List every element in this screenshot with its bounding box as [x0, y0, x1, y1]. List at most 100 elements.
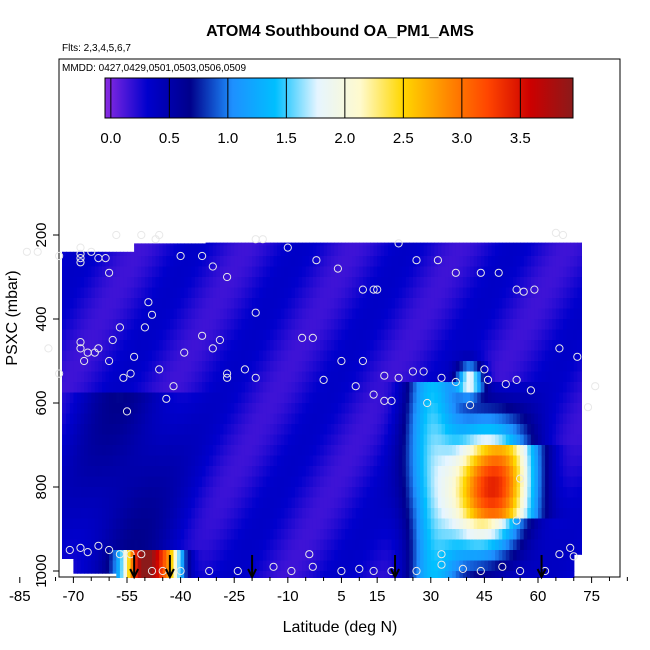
heatmap-cell	[545, 497, 550, 509]
heatmap-cell	[166, 508, 171, 520]
heatmap-cell	[420, 242, 425, 247]
heatmap-cell	[180, 277, 185, 289]
heatmap-cell	[119, 476, 125, 488]
heatmap-cell	[45, 540, 49, 551]
heatmap-cell	[166, 361, 171, 373]
heatmap-cell	[366, 497, 371, 509]
heatmap-cell	[212, 403, 217, 415]
heatmap-cell	[27, 277, 31, 288]
heatmap-cell	[94, 371, 99, 383]
heatmap-cell	[177, 529, 182, 541]
heatmap-cell	[355, 371, 360, 383]
heatmap-cell	[484, 571, 489, 578]
heatmap-cell	[212, 455, 217, 467]
heatmap-cell	[184, 424, 189, 436]
heatmap-cell	[255, 413, 260, 425]
heatmap-cell	[434, 350, 439, 362]
heatmap-cell	[152, 298, 157, 310]
heatmap-cell	[430, 277, 435, 289]
heatmap-cell	[277, 518, 282, 530]
heatmap-cell	[352, 371, 357, 383]
heatmap-cell	[530, 319, 536, 331]
heatmap-cell	[227, 445, 232, 457]
heatmap-cell	[491, 445, 496, 457]
heatmap-cell	[505, 287, 510, 299]
heatmap-cell	[430, 539, 435, 551]
heatmap-cell	[52, 330, 56, 341]
heatmap-cell	[320, 434, 325, 446]
heatmap-cell	[452, 392, 457, 404]
heatmap-cell	[284, 329, 289, 341]
heatmap-cell	[205, 529, 210, 541]
heatmap-cell	[255, 329, 260, 341]
heatmap-cell	[105, 392, 110, 404]
heatmap-cell	[227, 382, 232, 394]
heatmap-cell	[237, 550, 242, 562]
heatmap-cell	[459, 434, 464, 446]
heatmap-cell	[498, 329, 503, 341]
heatmap-cell	[155, 560, 160, 572]
heatmap-cell	[255, 529, 260, 541]
heatmap-cell	[312, 508, 317, 520]
heatmap-cell	[169, 434, 175, 446]
heatmap-cell	[355, 392, 360, 404]
heatmap-cell	[134, 392, 139, 404]
heatmap-cell	[341, 329, 346, 341]
heatmap-cell	[77, 476, 82, 488]
heatmap-cell	[20, 477, 24, 488]
heatmap-cell	[312, 539, 317, 551]
heatmap-cell	[241, 350, 246, 362]
heatmap-cell	[134, 298, 139, 310]
heatmap-cell	[416, 550, 421, 562]
heatmap-cell	[84, 424, 89, 436]
heatmap-cell	[66, 518, 71, 530]
heatmap-cell	[259, 560, 264, 572]
heatmap-cell	[480, 266, 485, 278]
heatmap-cell	[134, 287, 139, 299]
heatmap-cell	[498, 242, 503, 247]
heatmap-cell	[459, 298, 464, 310]
heatmap-cell	[377, 487, 382, 499]
heatmap-cell	[102, 329, 107, 341]
heatmap-cell	[91, 329, 96, 341]
heatmap-cell	[259, 319, 264, 331]
heatmap-cell	[495, 329, 500, 341]
heatmap-cell	[477, 329, 482, 341]
heatmap-cell	[402, 518, 407, 530]
heatmap-cell	[198, 518, 203, 530]
heatmap-cell	[102, 382, 107, 394]
heatmap-cell	[495, 455, 500, 467]
heatmap-cell	[144, 413, 150, 425]
heatmap-cell	[241, 455, 246, 467]
heatmap-cell	[298, 424, 303, 436]
heatmap-cell	[162, 256, 167, 268]
heatmap-cell	[248, 403, 253, 415]
heatmap-cell	[34, 529, 38, 540]
heatmap-cell	[434, 529, 439, 541]
heatmap-cell	[423, 571, 428, 578]
heatmap-cell	[441, 455, 446, 467]
heatmap-cell	[384, 277, 389, 289]
heatmap-cell	[41, 445, 45, 456]
heatmap-cell	[477, 242, 482, 247]
heatmap-cell	[280, 497, 285, 509]
heatmap-cell	[327, 371, 332, 383]
heatmap-cell	[295, 455, 300, 467]
heatmap-cell	[184, 382, 189, 394]
heatmap-cell	[216, 266, 221, 278]
heatmap-cell	[162, 287, 167, 299]
heatmap-cell	[212, 571, 217, 578]
heatmap-cell	[391, 382, 396, 394]
heatmap-cell	[459, 518, 464, 530]
heatmap-cell	[180, 487, 185, 499]
heatmap-cell	[509, 340, 514, 352]
heatmap-cell	[366, 424, 371, 436]
heatmap-cell	[452, 340, 457, 352]
heatmap-cell	[277, 424, 282, 436]
heatmap-cell	[470, 518, 475, 530]
heatmap-cell	[370, 245, 375, 257]
heatmap-cell	[109, 361, 114, 373]
heatmap-cell	[91, 266, 96, 278]
heatmap-cell	[384, 497, 389, 509]
heatmap-cell	[309, 277, 314, 289]
